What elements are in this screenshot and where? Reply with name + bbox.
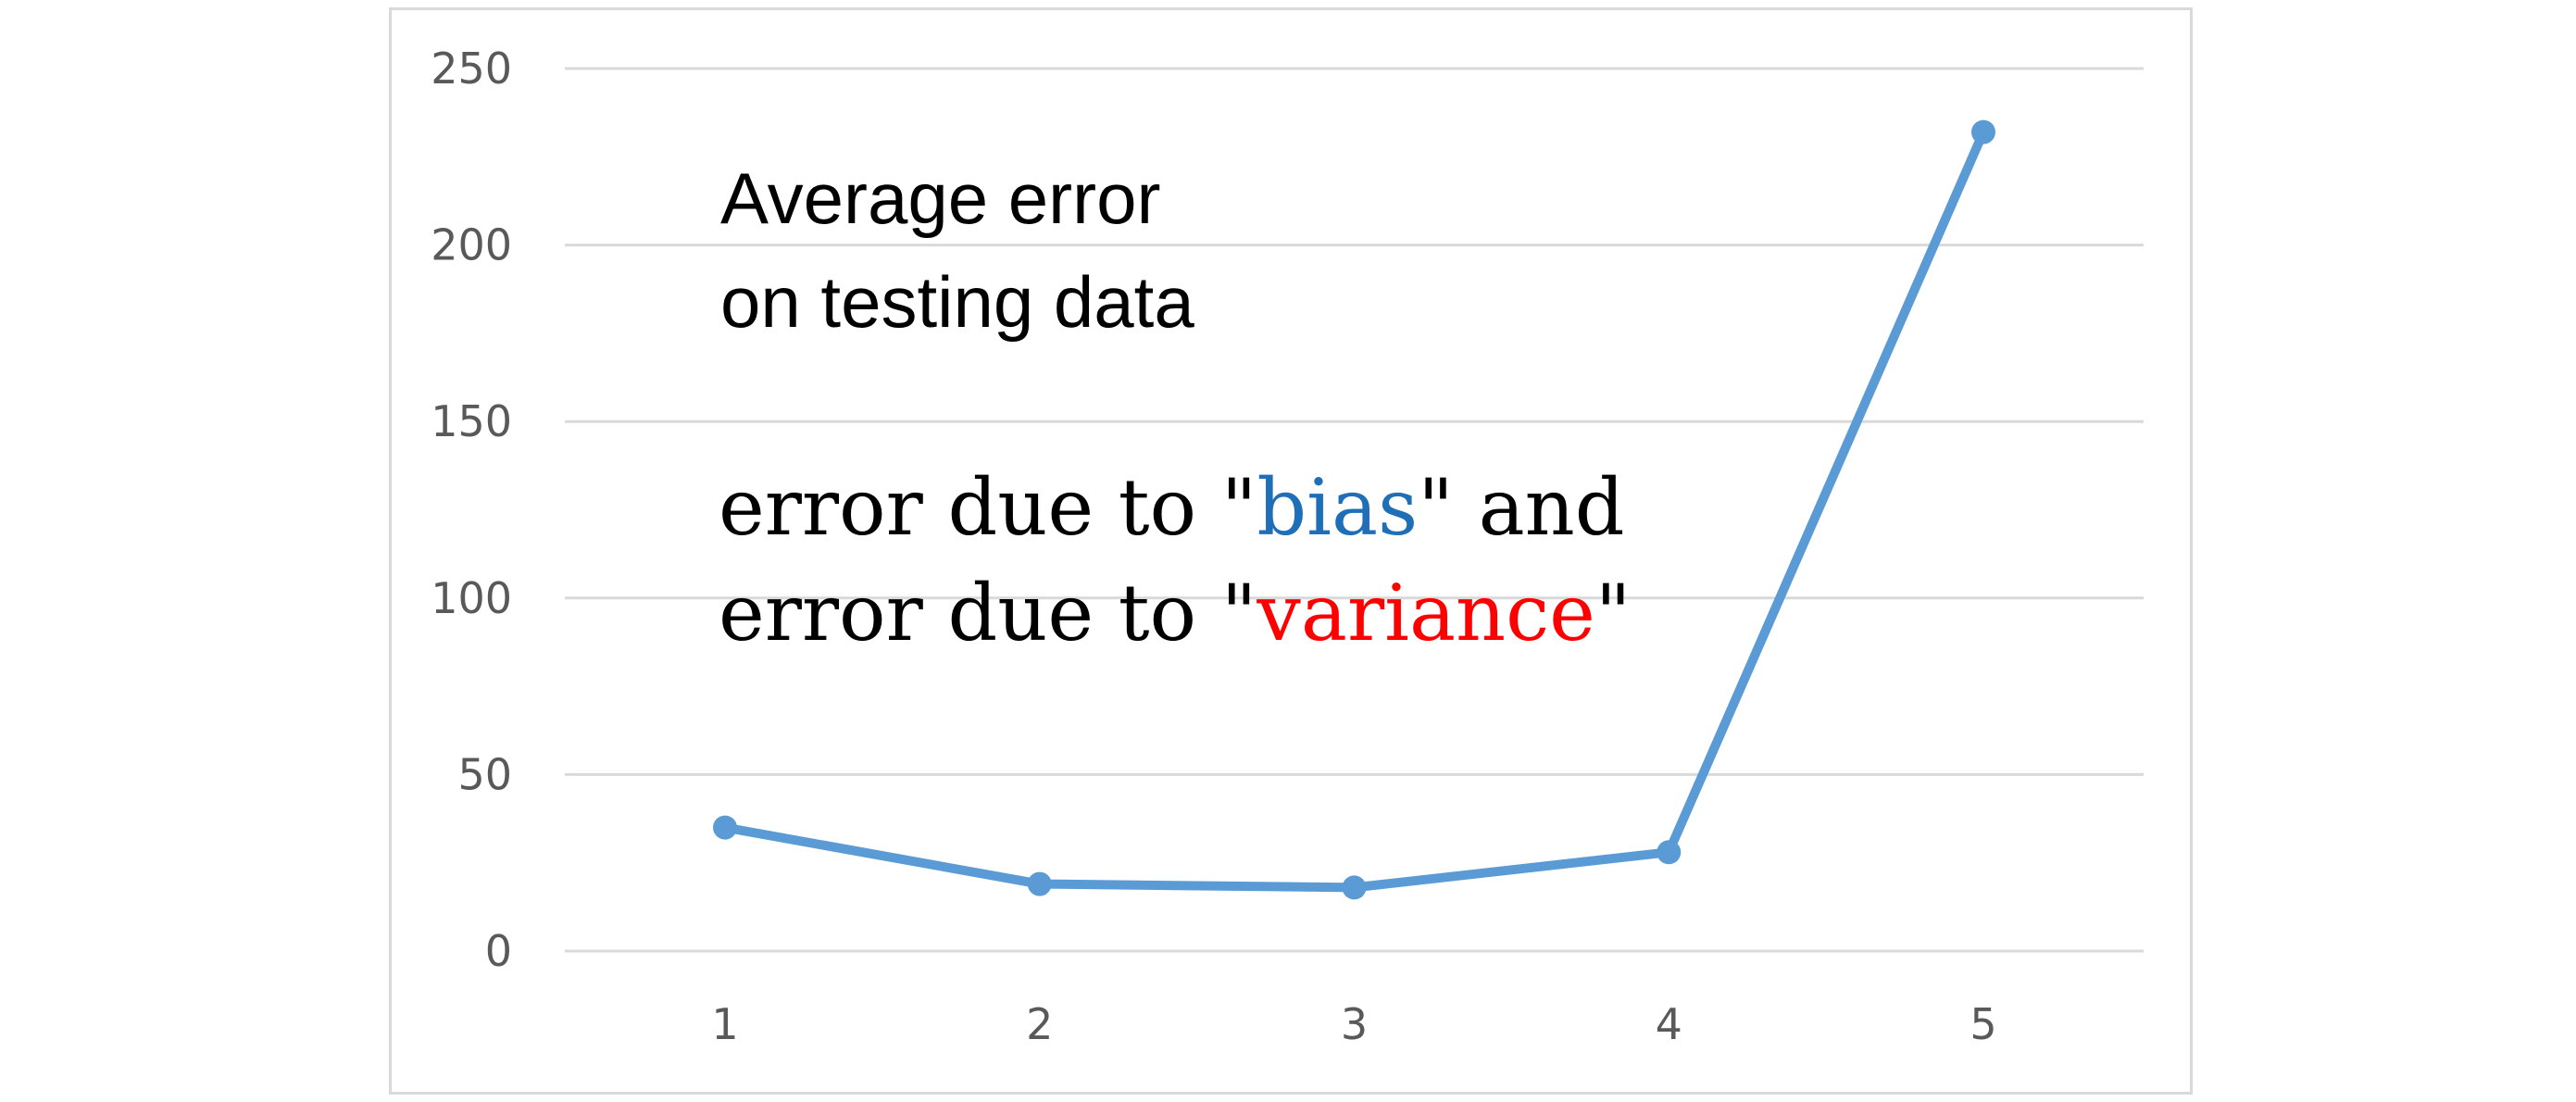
- data-points: [713, 119, 1995, 900]
- annotation-bias-line: error due to "bias" and: [719, 455, 1632, 560]
- y-tick-label: 200: [431, 220, 512, 270]
- annotation-bias-variance: error due to "bias" and error due to "va…: [719, 455, 1632, 666]
- y-tick-label: 50: [457, 749, 512, 799]
- y-axis-tick-labels: 0 50 100 150 200 250: [431, 44, 512, 976]
- bias-suffix: " and: [1418, 462, 1625, 553]
- y-tick-label: 100: [431, 573, 512, 623]
- data-point-x1: [713, 815, 737, 840]
- data-point-x3: [1342, 875, 1367, 900]
- annotation-variance-line: error due to "variance": [719, 560, 1632, 666]
- data-point-x4: [1657, 840, 1682, 865]
- variance-word: variance: [1257, 568, 1595, 658]
- y-tick-label: 250: [431, 44, 512, 94]
- variance-suffix: ": [1594, 568, 1632, 658]
- x-tick-label: 5: [1970, 999, 1996, 1049]
- data-point-x2: [1027, 871, 1052, 896]
- x-tick-label: 2: [1026, 999, 1053, 1049]
- variance-prefix: error due to ": [719, 568, 1257, 658]
- annotation-line-2: on testing data: [720, 261, 1194, 343]
- chart-frame: [389, 7, 2193, 1095]
- bias-word: bias: [1257, 462, 1419, 553]
- x-tick-label: 3: [1341, 999, 1368, 1049]
- x-tick-label: 1: [711, 999, 738, 1049]
- x-axis-tick-labels: 1 2 3 4 5: [711, 999, 1996, 1049]
- gridlines: [565, 67, 2144, 953]
- x-tick-label: 4: [1656, 999, 1682, 1049]
- y-tick-label: 0: [485, 926, 512, 976]
- annotation-line-1: Average error: [720, 157, 1161, 239]
- bias-prefix: error due to ": [719, 462, 1257, 553]
- y-tick-label: 150: [431, 396, 512, 446]
- data-point-x5: [1971, 119, 1995, 144]
- annotation-average-error: Average error on testing data: [720, 146, 1194, 354]
